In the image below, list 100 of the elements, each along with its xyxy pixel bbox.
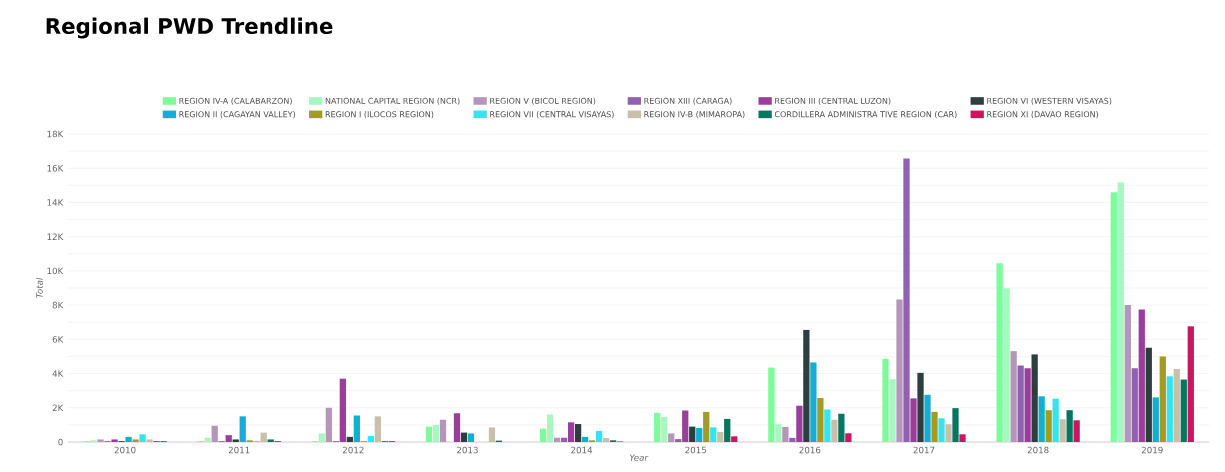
y-tick-label: 6K	[52, 336, 64, 343]
bar	[574, 424, 582, 443]
x-tick-label: 2012	[342, 446, 364, 454]
bar	[1003, 288, 1010, 443]
y-tick-label: 12K	[47, 233, 64, 240]
legend-label: REGION VI (WESTERN VISAYAS)	[987, 97, 1112, 105]
bar	[546, 414, 554, 443]
bar	[325, 407, 332, 443]
bar	[1017, 365, 1024, 443]
bar	[775, 424, 782, 443]
bar	[602, 438, 610, 443]
bar	[1066, 410, 1073, 443]
bar	[353, 415, 360, 443]
bar	[425, 426, 433, 443]
bar	[1052, 398, 1059, 443]
bar	[824, 409, 831, 443]
bar	[346, 436, 353, 443]
bar	[931, 411, 938, 443]
bar	[810, 362, 817, 443]
bar	[539, 428, 547, 443]
bar	[467, 433, 475, 443]
bar	[1173, 368, 1180, 443]
y-tick-label: 18K	[47, 130, 64, 138]
y-tick-label: 4K	[52, 370, 64, 377]
bar	[1031, 354, 1038, 443]
bar	[239, 416, 246, 443]
legend-label: REGION V (BICOL REGION)	[490, 97, 596, 105]
legend-label: REGION XI (DAVAO REGION)	[987, 111, 1099, 119]
bar	[924, 394, 931, 443]
bar	[139, 434, 146, 443]
bar	[211, 425, 218, 443]
bar	[374, 416, 381, 443]
bar	[717, 431, 724, 443]
bar	[903, 158, 910, 443]
bar	[225, 435, 232, 443]
bar	[661, 416, 668, 443]
bar	[488, 427, 496, 443]
bar	[696, 427, 703, 443]
bar	[710, 427, 717, 443]
bar	[132, 439, 139, 443]
bar	[260, 432, 267, 443]
bar	[817, 398, 824, 443]
bar	[232, 439, 239, 443]
bar	[432, 424, 440, 443]
bar	[917, 372, 924, 443]
bar	[125, 436, 132, 443]
bar	[111, 439, 118, 443]
legend-label: REGION XIII (CARAGA)	[644, 97, 732, 105]
bar	[1117, 182, 1124, 443]
bar	[689, 426, 696, 443]
legend-label: NATIONAL CAPITAL REGION (NCR)	[325, 97, 460, 105]
bar	[267, 439, 274, 443]
x-tick-label: 2014	[571, 446, 593, 454]
bar	[453, 413, 461, 443]
x-tick-label: 2010	[114, 446, 136, 454]
y-tick-label: 14K	[47, 199, 64, 206]
legend-label: REGION VII (CENTRAL VISAYAS)	[490, 111, 614, 119]
bar	[910, 398, 917, 443]
bar	[682, 410, 689, 443]
bar	[959, 434, 966, 443]
bar	[318, 433, 325, 443]
bar	[845, 433, 852, 443]
bar	[595, 430, 603, 443]
legend-label: REGION IV-A (CALABARZON)	[179, 97, 292, 105]
bar	[460, 432, 468, 443]
bar	[567, 422, 575, 443]
bar	[1159, 356, 1166, 443]
bar	[996, 263, 1003, 443]
x-tick-label: 2019	[1141, 446, 1163, 454]
bar	[889, 379, 896, 443]
bar	[581, 436, 589, 443]
bar	[654, 412, 661, 443]
bar	[1145, 347, 1152, 443]
bar	[1010, 351, 1017, 443]
y-tick-label: 8K	[52, 301, 64, 309]
y-tick-label: 0	[58, 438, 63, 446]
x-tick-label: 2016	[799, 446, 821, 454]
bar	[1152, 397, 1159, 443]
bar	[703, 411, 710, 443]
bar	[1131, 368, 1138, 443]
y-tick-label: 16K	[47, 164, 64, 172]
bar	[1110, 192, 1117, 443]
legend-label: REGION I (ILOCOS REGION)	[325, 111, 434, 119]
x-tick-label: 2015	[685, 446, 706, 454]
bar	[1166, 376, 1173, 443]
legend-label: REGION IV-B (MIMAROPA)	[644, 111, 745, 119]
bar	[97, 439, 104, 443]
y-tick-label: 2K	[52, 404, 64, 411]
bar	[367, 436, 374, 443]
bar	[1073, 420, 1080, 443]
bar	[146, 439, 153, 443]
legend-label: REGION III (CENTRAL LUZON)	[775, 97, 891, 105]
bar	[1124, 305, 1131, 443]
bar	[1038, 396, 1045, 443]
bar	[1024, 368, 1031, 443]
bar	[724, 418, 731, 443]
bar	[1180, 379, 1187, 443]
bar	[731, 436, 738, 443]
bar	[896, 299, 903, 443]
chart-title: Regional PWD Trendline	[46, 17, 333, 39]
